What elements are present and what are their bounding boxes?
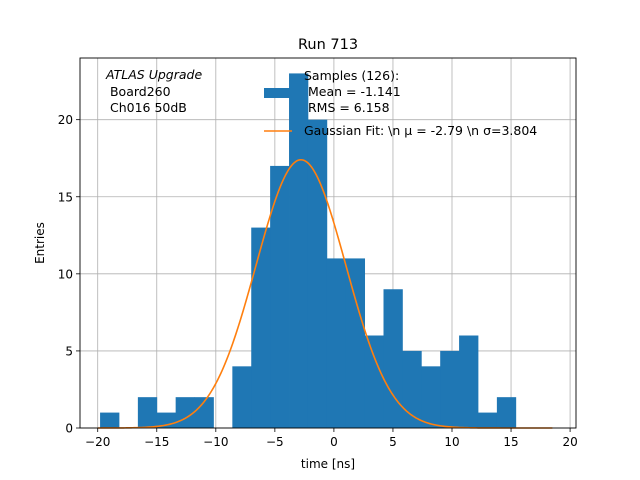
histogram-bar bbox=[477, 412, 498, 428]
annotation-line-3: Ch016 50dB bbox=[106, 100, 187, 115]
annotation-line-2: Board260 bbox=[106, 84, 171, 99]
histogram-bar bbox=[402, 350, 422, 428]
histogram-bar bbox=[364, 335, 384, 428]
legend-histogram-line-2: Mean = -1.141 bbox=[304, 84, 401, 99]
x-tick-label: 15 bbox=[503, 435, 518, 449]
histogram-bar bbox=[440, 350, 460, 428]
y-tick-label: 20 bbox=[58, 113, 73, 127]
histogram-bar bbox=[137, 397, 158, 428]
x-tick-label: −5 bbox=[266, 435, 284, 449]
x-tick-label: 20 bbox=[562, 435, 577, 449]
histogram-bar bbox=[496, 397, 517, 428]
histogram-bar bbox=[232, 366, 252, 428]
histogram-bar bbox=[459, 335, 479, 428]
y-tick-label: 5 bbox=[65, 344, 73, 358]
y-axis-label: Entries bbox=[33, 222, 47, 264]
x-tick-label: 10 bbox=[444, 435, 459, 449]
y-tick-label: 0 bbox=[65, 422, 73, 436]
annotation-line-1: ATLAS Upgrade bbox=[105, 67, 202, 82]
histogram-bar bbox=[194, 397, 214, 428]
histogram-bar bbox=[175, 397, 195, 428]
y-tick-label: 15 bbox=[58, 190, 73, 204]
legend: Samples (126): Mean = -1.141 RMS = 6.158… bbox=[264, 68, 537, 138]
plot-frame bbox=[79, 57, 577, 429]
histogram-bar bbox=[100, 412, 120, 428]
x-axis-label: time [ns] bbox=[301, 457, 355, 471]
legend-histogram-line-3: RMS = 6.158 bbox=[304, 100, 390, 115]
y-tick-label: 10 bbox=[58, 267, 73, 281]
x-tick-label: −20 bbox=[85, 435, 110, 449]
x-tick-label: −10 bbox=[203, 435, 228, 449]
x-tick-label: −15 bbox=[144, 435, 169, 449]
legend-fit-label: Gaussian Fit: \n μ = -2.79 \n σ=3.804 bbox=[304, 123, 537, 138]
x-tick-label: 5 bbox=[389, 435, 397, 449]
histogram-bar bbox=[383, 289, 403, 428]
histogram-bar bbox=[251, 227, 271, 428]
histogram-bar bbox=[345, 258, 366, 428]
x-tick-label: 0 bbox=[330, 435, 338, 449]
histogram-bar bbox=[421, 366, 441, 428]
legend-histogram-line-1: Samples (126): bbox=[304, 68, 399, 83]
chart-title: Run 713 bbox=[298, 37, 358, 53]
histogram-bar bbox=[307, 119, 328, 429]
atlas-annotation: ATLAS Upgrade Board260 Ch016 50dB bbox=[105, 67, 202, 115]
histogram-bar bbox=[270, 165, 290, 428]
legend-swatch-histogram bbox=[264, 88, 292, 98]
histogram-bar bbox=[326, 258, 347, 428]
